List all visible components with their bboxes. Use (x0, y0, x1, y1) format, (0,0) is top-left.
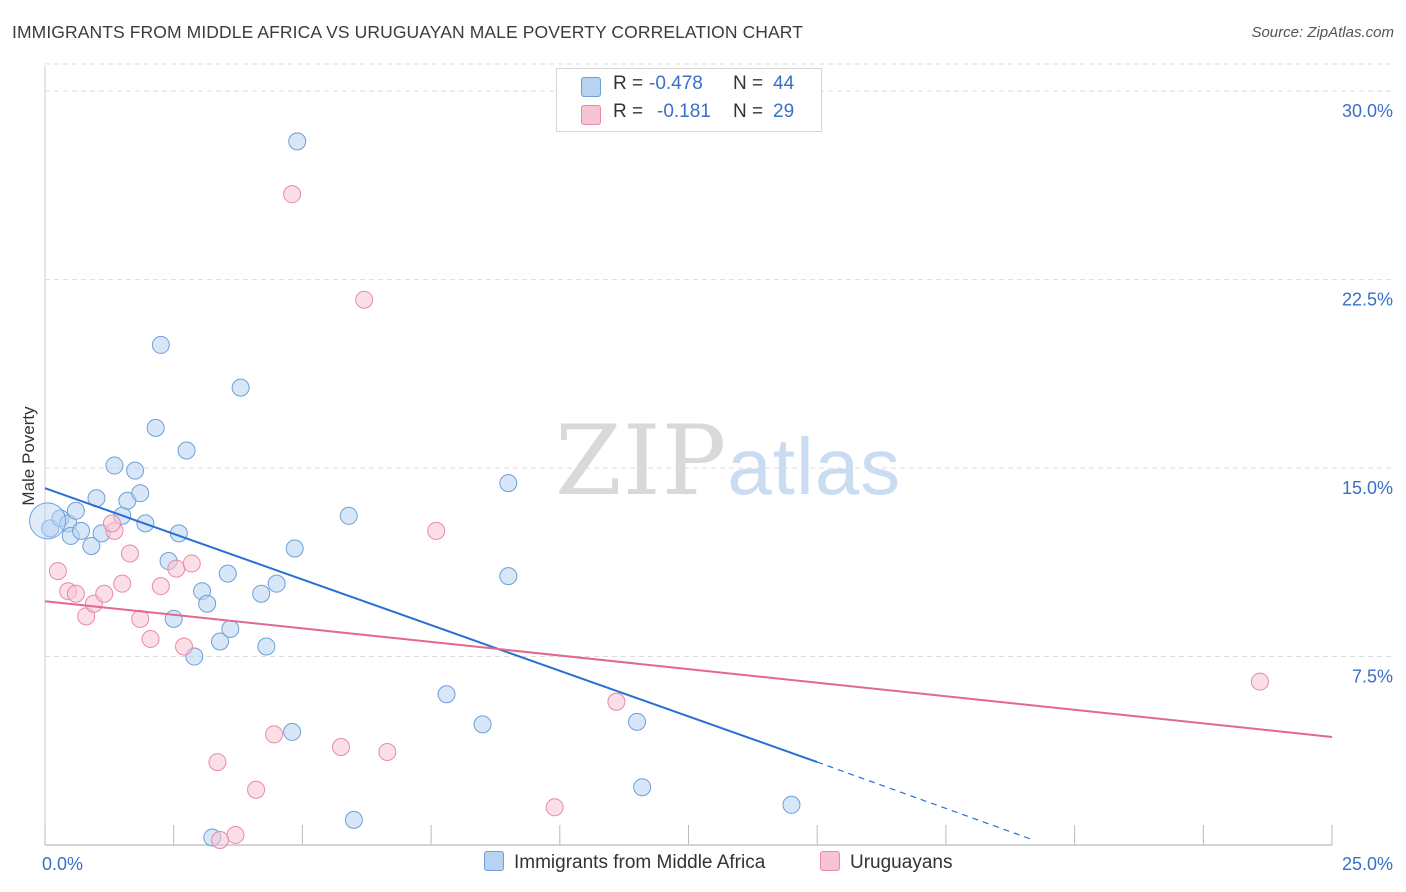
pink-data-point (167, 559, 186, 578)
pink-data-point (226, 825, 245, 844)
pink-data-point (265, 725, 284, 744)
blue-data-point (257, 637, 276, 656)
blue-data-point (283, 722, 302, 741)
blue-data-point-large (29, 502, 67, 540)
legend-r-value-pink: -0.181 (657, 101, 711, 122)
blue-data-point (288, 132, 307, 151)
y-tick-label: 15.0% (1342, 478, 1393, 498)
legend-r-label-blue: R = (613, 73, 644, 94)
watermark-atlas: atlas (727, 422, 902, 511)
y-tick-label: 30.0% (1342, 101, 1393, 121)
blue-data-point (72, 521, 91, 540)
bottom-legend-label-blue: Immigrants from Middle Africa (514, 852, 766, 873)
pink-trend-line (44, 600, 1333, 738)
blue-data-point (344, 810, 363, 829)
blue-data-point (633, 778, 652, 797)
blue-data-point (177, 441, 196, 460)
pink-data-point (66, 584, 85, 603)
pink-data-point (208, 753, 227, 772)
blue-data-point (339, 506, 358, 525)
blue-trend-line (44, 487, 818, 764)
watermark: ZIPatlas (555, 405, 901, 517)
legend-r-label-pink: R = (613, 101, 644, 122)
legend-swatch-pink (581, 105, 601, 125)
blue-data-point (198, 594, 217, 613)
blue-data-point (211, 632, 230, 651)
pink-data-point (113, 574, 132, 593)
x-tick-label: 25.0% (1342, 854, 1393, 874)
pink-data-point (102, 514, 121, 533)
pink-data-point (182, 554, 201, 573)
blue-data-point (252, 584, 271, 603)
blue-data-point (126, 461, 145, 480)
blue-trend-line-extension (816, 761, 1034, 841)
x-tick-label: 0.0% (42, 854, 83, 874)
watermark-zip: ZIP (555, 405, 728, 517)
legend-n-value-blue: 44 (773, 73, 795, 94)
blue-data-point (131, 484, 150, 503)
bottom-legend-blue: Immigrants from Middle Africa (484, 851, 765, 874)
blue-data-point (437, 685, 456, 704)
blue-data-point (285, 539, 304, 558)
blue-data-point (105, 456, 124, 475)
y-axis-label: Male Poverty (19, 406, 38, 506)
blue-data-point (473, 715, 492, 734)
pink-data-point (378, 743, 397, 762)
pink-data-point (545, 798, 564, 817)
pink-data-point (95, 584, 114, 603)
stats-legend: R = -0.478 N = 44 R = -0.181 N = 29 (556, 68, 822, 132)
bottom-legend-pink: Uruguayans (820, 851, 952, 874)
chart-title: IMMIGRANTS FROM MIDDLE AFRICA VS URUGUAY… (12, 22, 804, 42)
bottom-legend-swatch-pink (820, 851, 840, 871)
blue-data-point (164, 609, 183, 628)
blue-data-point (221, 619, 240, 638)
legend-n-label-pink: N = (733, 101, 764, 122)
blue-data-point (231, 378, 250, 397)
pink-data-point (247, 780, 266, 799)
blue-data-point (782, 795, 801, 814)
blue-data-point (499, 474, 518, 493)
y-tick-label: 7.5% (1352, 667, 1393, 687)
blue-data-point (66, 501, 85, 520)
pink-data-point (120, 544, 139, 563)
pink-data-point (141, 629, 160, 648)
pink-data-point (48, 562, 67, 581)
legend-n-value-pink: 29 (773, 101, 795, 122)
pink-data-point (1250, 672, 1269, 691)
pink-data-point (151, 577, 170, 596)
blue-data-point (628, 712, 647, 731)
pink-data-point (355, 290, 374, 309)
legend-n-label-blue: N = (733, 73, 764, 94)
legend-r-value-blue: -0.478 (649, 73, 703, 94)
bottom-legend-swatch-blue (484, 851, 504, 871)
pink-data-point (427, 521, 446, 540)
pink-data-point (283, 185, 302, 204)
pink-data-point (607, 692, 626, 711)
pink-data-point (174, 637, 193, 656)
blue-data-point (499, 567, 518, 586)
pink-data-point (332, 737, 351, 756)
blue-data-point (267, 574, 286, 593)
legend-swatch-blue (581, 77, 601, 97)
source-label: Source: ZipAtlas.com (1251, 24, 1394, 41)
blue-data-point (82, 536, 101, 555)
blue-data-point (151, 335, 170, 354)
blue-data-point (146, 418, 165, 437)
y-tick-label: 22.5% (1342, 290, 1393, 310)
bottom-legend-label-pink: Uruguayans (850, 852, 953, 873)
pink-data-point (211, 830, 230, 849)
blue-data-point (218, 564, 237, 583)
